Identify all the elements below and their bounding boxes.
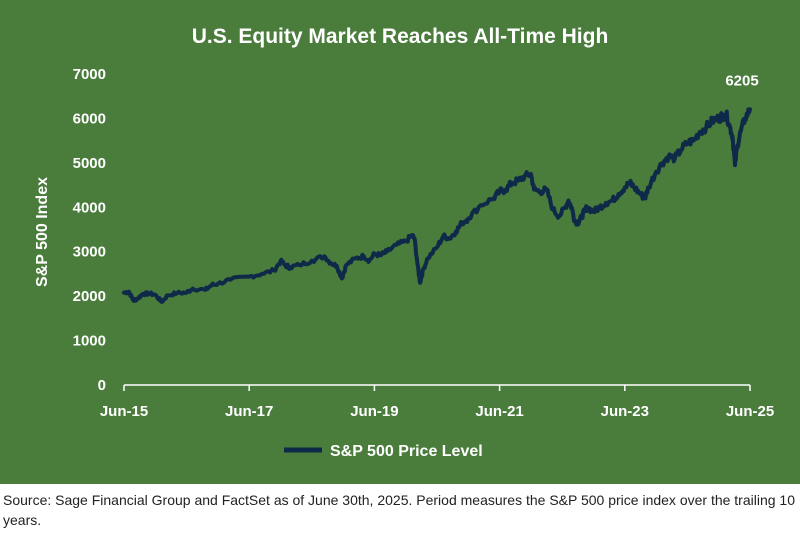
series-line xyxy=(122,107,752,304)
legend-label: S&P 500 Price Level xyxy=(330,443,483,460)
legend: S&P 500 Price Level xyxy=(284,443,483,460)
y-tick-label: 2000 xyxy=(73,288,106,305)
y-tick-label: 7000 xyxy=(73,66,106,83)
x-tick-label: Jun-21 xyxy=(475,403,523,420)
x-tick-label: Jun-17 xyxy=(225,403,273,420)
y-tick-label: 4000 xyxy=(73,199,106,216)
chart-title: U.S. Equity Market Reaches All-Time High xyxy=(192,25,609,48)
x-tick-label: Jun-15 xyxy=(100,403,148,420)
y-tick-label: 0 xyxy=(98,377,106,394)
chart-svg: U.S. Equity Market Reaches All-Time High… xyxy=(0,0,800,484)
y-tick-label: 1000 xyxy=(73,333,106,350)
y-ticks: 0 1000 2000 3000 4000 5000 6000 7000 xyxy=(73,66,106,394)
x-tick-label: Jun-25 xyxy=(726,403,774,420)
chart-panel: U.S. Equity Market Reaches All-Time High… xyxy=(0,0,800,484)
y-tick-label: 3000 xyxy=(73,244,106,261)
source-note: Source: Sage Financial Group and FactSet… xyxy=(3,492,795,528)
series-layer xyxy=(122,107,752,304)
x-tick-label: Jun-23 xyxy=(601,403,649,420)
x-tick-label: Jun-19 xyxy=(350,403,398,420)
y-tick-label: 5000 xyxy=(73,155,106,172)
x-axis: Jun-15 Jun-17 Jun-19 Jun-21 Jun-23 Jun-25 xyxy=(100,384,774,420)
y-axis-label: S&P 500 Index xyxy=(34,177,51,287)
y-tick-label: 6000 xyxy=(73,110,106,127)
peak-annotation: 6205 xyxy=(725,72,758,89)
